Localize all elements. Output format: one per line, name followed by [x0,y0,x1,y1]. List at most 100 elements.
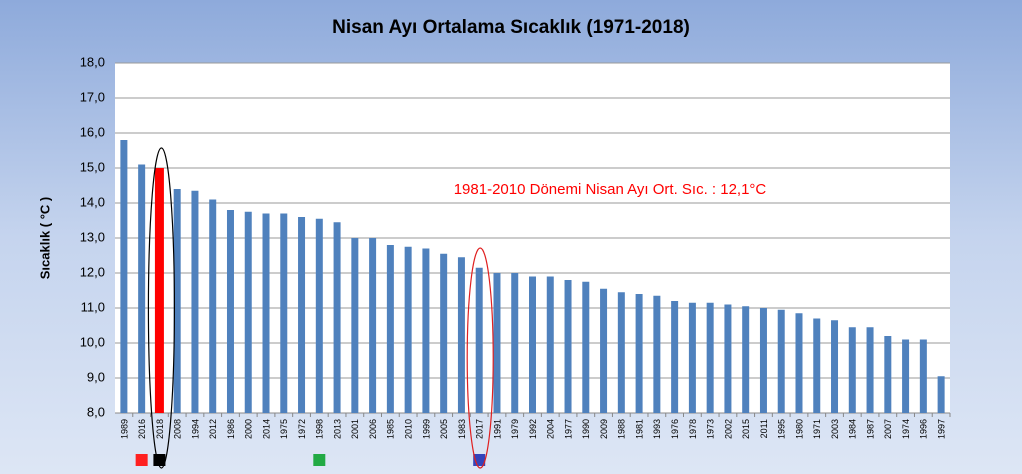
bar [902,339,910,413]
x-tick-label: 2016 [137,419,147,439]
bar [866,327,874,413]
bar [173,189,181,413]
marker-square [313,454,326,466]
bar [600,288,608,413]
x-tick-label: 1973 [706,419,716,439]
y-tick-label: 10,0 [80,334,105,349]
highlight-ellipse [147,147,176,469]
x-tick-label: 1975 [279,419,289,439]
bar [671,301,679,413]
y-tick-label: 16,0 [80,124,105,139]
bar [724,304,732,413]
x-tick-label: 1999 [421,419,431,439]
x-tick-label: 2003 [830,419,840,439]
bar [777,309,785,413]
bar [386,245,394,413]
x-tick-label: 1987 [865,419,875,439]
x-tick-label: 1996 [919,419,929,439]
x-tick-label: 1983 [457,419,467,439]
bar [298,217,306,413]
bar [564,280,572,413]
highlight-ellipse [466,247,494,469]
bar [315,218,323,413]
bar [191,190,199,413]
bar [759,308,767,413]
x-tick-label: 1995 [777,419,787,439]
x-tick-label: 2010 [404,419,414,439]
x-tick-label: 1980 [794,419,804,439]
x-tick-label: 1992 [528,419,538,439]
bar [226,210,234,413]
bar [688,302,696,413]
x-tick-label: 2012 [208,419,218,439]
x-tick-label: 2007 [883,419,893,439]
bar [244,211,252,413]
bar [120,140,128,413]
bar [511,273,519,413]
x-tick-label: 2015 [741,419,751,439]
bar [635,294,643,413]
bar [617,292,625,413]
x-tick-label: 1977 [563,419,573,439]
y-tick-label: 8,0 [87,404,105,419]
x-tick-label: 1985 [386,419,396,439]
bar [529,276,536,413]
bar [884,336,892,413]
bar [795,313,803,413]
x-tick-label: 2011 [759,419,769,438]
x-tick-label: 2004 [546,419,556,439]
bar [404,246,412,413]
x-tick-label: 2002 [723,419,733,439]
bar [493,273,501,413]
marker-square [153,454,166,466]
bar [937,376,945,413]
annotation: 1981-2010 Dönemi Nisan Ayı Ort. Sıc. : 1… [454,181,767,198]
bar [154,168,164,413]
bar [706,302,714,413]
bar [440,253,448,413]
bar [351,238,359,413]
bar [919,339,927,413]
x-tick-label: 1998 [315,419,325,439]
x-tick-label: 1972 [297,419,307,439]
bar [742,306,750,413]
x-tick-label: 1981 [634,419,644,439]
x-tick-label: 2017 [475,419,485,439]
x-tick-label: 1974 [901,419,911,439]
x-tick-label: 1979 [510,419,520,439]
bar [422,248,430,413]
x-tick-label: 2006 [368,419,378,439]
y-axis-label: Sıcaklık ( °C ) [37,197,52,280]
x-tick-label: 1991 [492,419,502,439]
x-tick-label: 1990 [581,419,591,439]
x-tick-label: 2014 [261,419,271,439]
bar [848,327,856,413]
bar [653,295,661,413]
x-tick-label: 1971 [812,419,822,439]
x-tick-label: 2009 [599,419,609,439]
bar [582,281,590,413]
bar [831,320,839,413]
bar [138,164,146,413]
y-tick-label: 11,0 [81,299,105,314]
bar [369,238,377,413]
y-tick-label: 14,0 [80,194,105,209]
x-tick-label: 1976 [670,419,680,439]
x-tick-label: 1994 [190,419,200,439]
bar [475,267,483,413]
x-tick-label: 2013 [332,419,342,439]
bar [209,199,217,413]
bar [262,213,270,413]
y-tick-label: 13,0 [80,229,105,244]
x-tick-label: 1993 [652,419,662,439]
x-tick-label: 1997 [936,419,946,439]
y-tick-label: 12,0 [80,264,105,279]
x-tick-label: 2005 [439,419,449,439]
x-tick-label: 1984 [848,419,858,439]
x-tick-label: 1988 [617,419,627,439]
y-tick-label: 9,0 [87,369,105,384]
x-tick-label: 1978 [688,419,698,439]
bar [333,222,341,413]
bar [813,318,821,413]
